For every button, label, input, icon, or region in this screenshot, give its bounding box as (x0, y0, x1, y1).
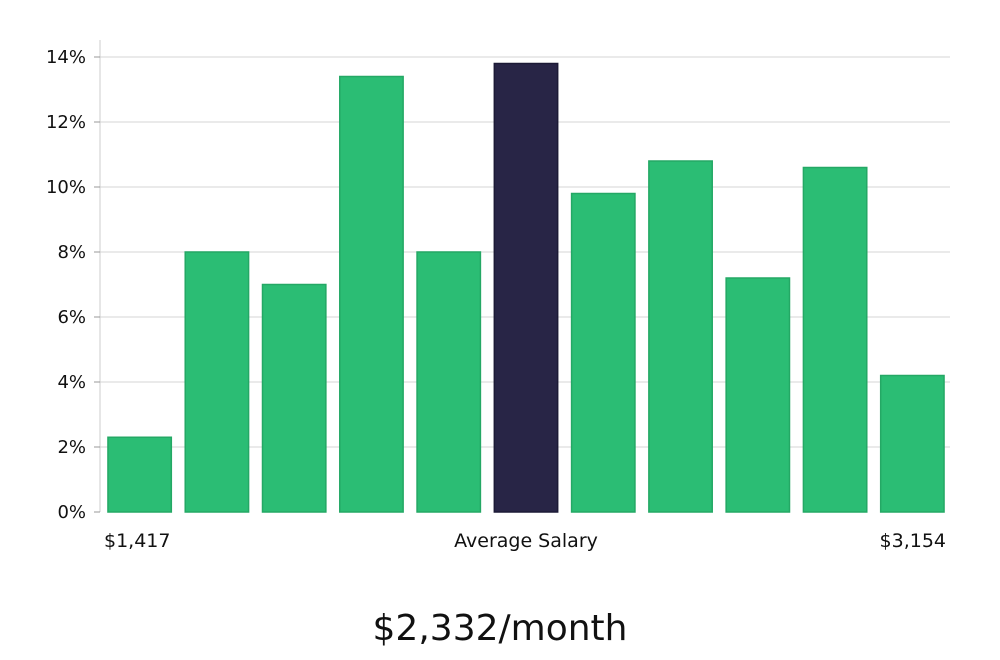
y-tick-label: 0% (57, 502, 86, 523)
bar (261, 283, 327, 513)
bar (107, 436, 173, 513)
y-tick-label: 8% (57, 242, 86, 263)
bar (416, 251, 482, 513)
bar (184, 251, 250, 513)
x-min-label: $1,417 (104, 530, 170, 552)
y-tick-label: 12% (46, 112, 86, 133)
y-tick-label: 6% (57, 307, 86, 328)
average-salary-value: $2,332/month (372, 608, 628, 649)
x-center-label: Average Salary (454, 530, 598, 552)
bar (879, 374, 945, 513)
y-axis-ticks: 0% 2% 4% 6% 8% 10% 12% 14% (46, 47, 100, 523)
y-tick-label: 2% (57, 437, 86, 458)
bars (107, 62, 945, 513)
y-tick-label: 10% (46, 177, 86, 198)
bar (725, 277, 791, 513)
salary-distribution-chart: 0% 2% 4% 6% 8% 10% 12% 14% $1,417 Average Salar… (46, 40, 950, 552)
bar (802, 166, 868, 513)
bar-average-salary (493, 62, 559, 513)
bar (648, 160, 713, 513)
y-tick-label: 14% (46, 47, 86, 68)
x-max-label: $3,154 (880, 530, 946, 552)
bar (570, 192, 636, 513)
y-tick-label: 4% (57, 372, 86, 393)
bar (339, 75, 404, 513)
